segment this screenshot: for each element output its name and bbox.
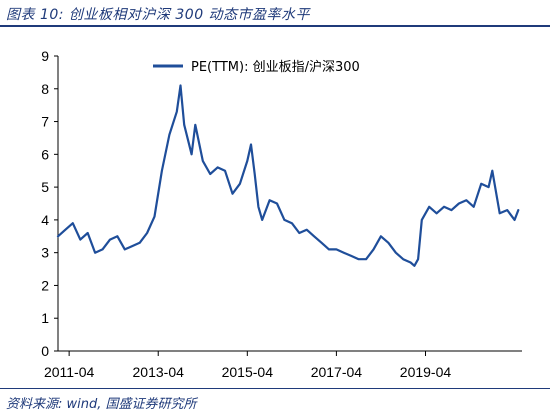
x-tick-label: 2013-04	[133, 364, 185, 380]
y-tick-label: 6	[41, 146, 49, 162]
y-tick-label: 8	[41, 81, 49, 97]
y-tick-label: 4	[41, 212, 49, 228]
x-axis: 2011-04 2013-04 2015-04 2017-04 2019-04	[44, 350, 522, 380]
series-line	[56, 84, 520, 267]
legend-label: PE(TTM): 创业板指/沪深300	[191, 59, 360, 75]
y-tick-label: 9	[41, 48, 49, 64]
x-tick-label: 2015-04	[222, 364, 274, 380]
source-rule	[0, 388, 550, 389]
figure-title: 图表 10: 创业板相对沪深 300 动态市盈率水平	[6, 7, 311, 23]
y-tick-label: 3	[41, 245, 49, 261]
y-axis: 0 1 2 3 4 5 6 7 8 9	[41, 48, 59, 359]
y-tick-label: 0	[41, 343, 49, 359]
title-rule	[0, 25, 550, 27]
y-tick-label: 5	[41, 179, 49, 195]
series-layer	[56, 84, 520, 267]
y-tick-label: 7	[41, 114, 49, 130]
x-tick-label: 2017-04	[311, 364, 363, 380]
x-tick-label: 2019-04	[400, 364, 452, 380]
y-tick-label: 1	[41, 310, 49, 326]
legend: PE(TTM): 创业板指/沪深300	[153, 59, 360, 75]
y-tick-label: 2	[41, 277, 49, 293]
x-tick-label: 2011-04	[44, 364, 95, 380]
source-note: 资料来源: wind, 国盛证券研究所	[6, 397, 197, 412]
